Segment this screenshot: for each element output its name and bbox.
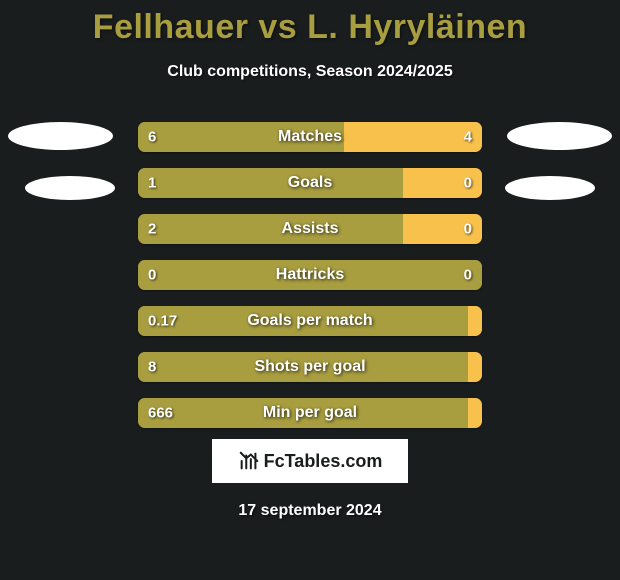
stat-value-right: 0 bbox=[464, 221, 472, 238]
stat-bar-left bbox=[138, 168, 403, 198]
stat-row-goals: 1 0 Goals bbox=[138, 168, 482, 198]
team-badge-right-2 bbox=[505, 176, 595, 200]
stat-label: Min per goal bbox=[263, 404, 357, 422]
page-title: Fellhauer vs L. Hyryläinen bbox=[0, 0, 620, 47]
stat-bar-right bbox=[468, 306, 482, 336]
stat-label: Assists bbox=[282, 220, 339, 238]
stat-row-matches: 6 4 Matches bbox=[138, 122, 482, 152]
team-badge-left-1 bbox=[8, 122, 113, 150]
stat-value-left: 0.17 bbox=[148, 313, 177, 330]
stats-bars: 6 4 Matches 1 0 Goals 2 0 Assists 0 0 Hattricks 0.17… bbox=[138, 122, 482, 444]
stat-bar-right bbox=[468, 398, 482, 428]
stat-value-left: 1 bbox=[148, 175, 156, 192]
stat-row-hattricks: 0 0 Hattricks bbox=[138, 260, 482, 290]
stat-value-right: 0 bbox=[464, 267, 472, 284]
chart-icon bbox=[238, 450, 260, 472]
stat-value-left: 0 bbox=[148, 267, 156, 284]
stat-bar-left bbox=[138, 214, 403, 244]
team-badge-right-1 bbox=[507, 122, 612, 150]
stat-label: Shots per goal bbox=[254, 358, 365, 376]
stat-value-left: 6 bbox=[148, 129, 156, 146]
brand-text: FcTables.com bbox=[264, 451, 383, 472]
stat-value-right: 0 bbox=[464, 175, 472, 192]
subtitle: Club competitions, Season 2024/2025 bbox=[0, 63, 620, 81]
stat-bar-right bbox=[468, 352, 482, 382]
stat-value-left: 2 bbox=[148, 221, 156, 238]
stat-label: Goals per match bbox=[247, 312, 372, 330]
stat-label: Goals bbox=[288, 174, 332, 192]
stat-label: Hattricks bbox=[276, 266, 344, 284]
stat-value-left: 8 bbox=[148, 359, 156, 376]
stat-row-shots-per-goal: 8 Shots per goal bbox=[138, 352, 482, 382]
team-badge-left-2 bbox=[25, 176, 115, 200]
brand-box: FcTables.com bbox=[210, 437, 410, 485]
stat-value-left: 666 bbox=[148, 405, 173, 422]
stat-row-assists: 2 0 Assists bbox=[138, 214, 482, 244]
stat-label: Matches bbox=[278, 128, 342, 146]
stat-row-goals-per-match: 0.17 Goals per match bbox=[138, 306, 482, 336]
stat-row-min-per-goal: 666 Min per goal bbox=[138, 398, 482, 428]
stat-bar-right bbox=[344, 122, 482, 152]
stat-value-right: 4 bbox=[464, 129, 472, 146]
date-text: 17 september 2024 bbox=[238, 502, 381, 520]
